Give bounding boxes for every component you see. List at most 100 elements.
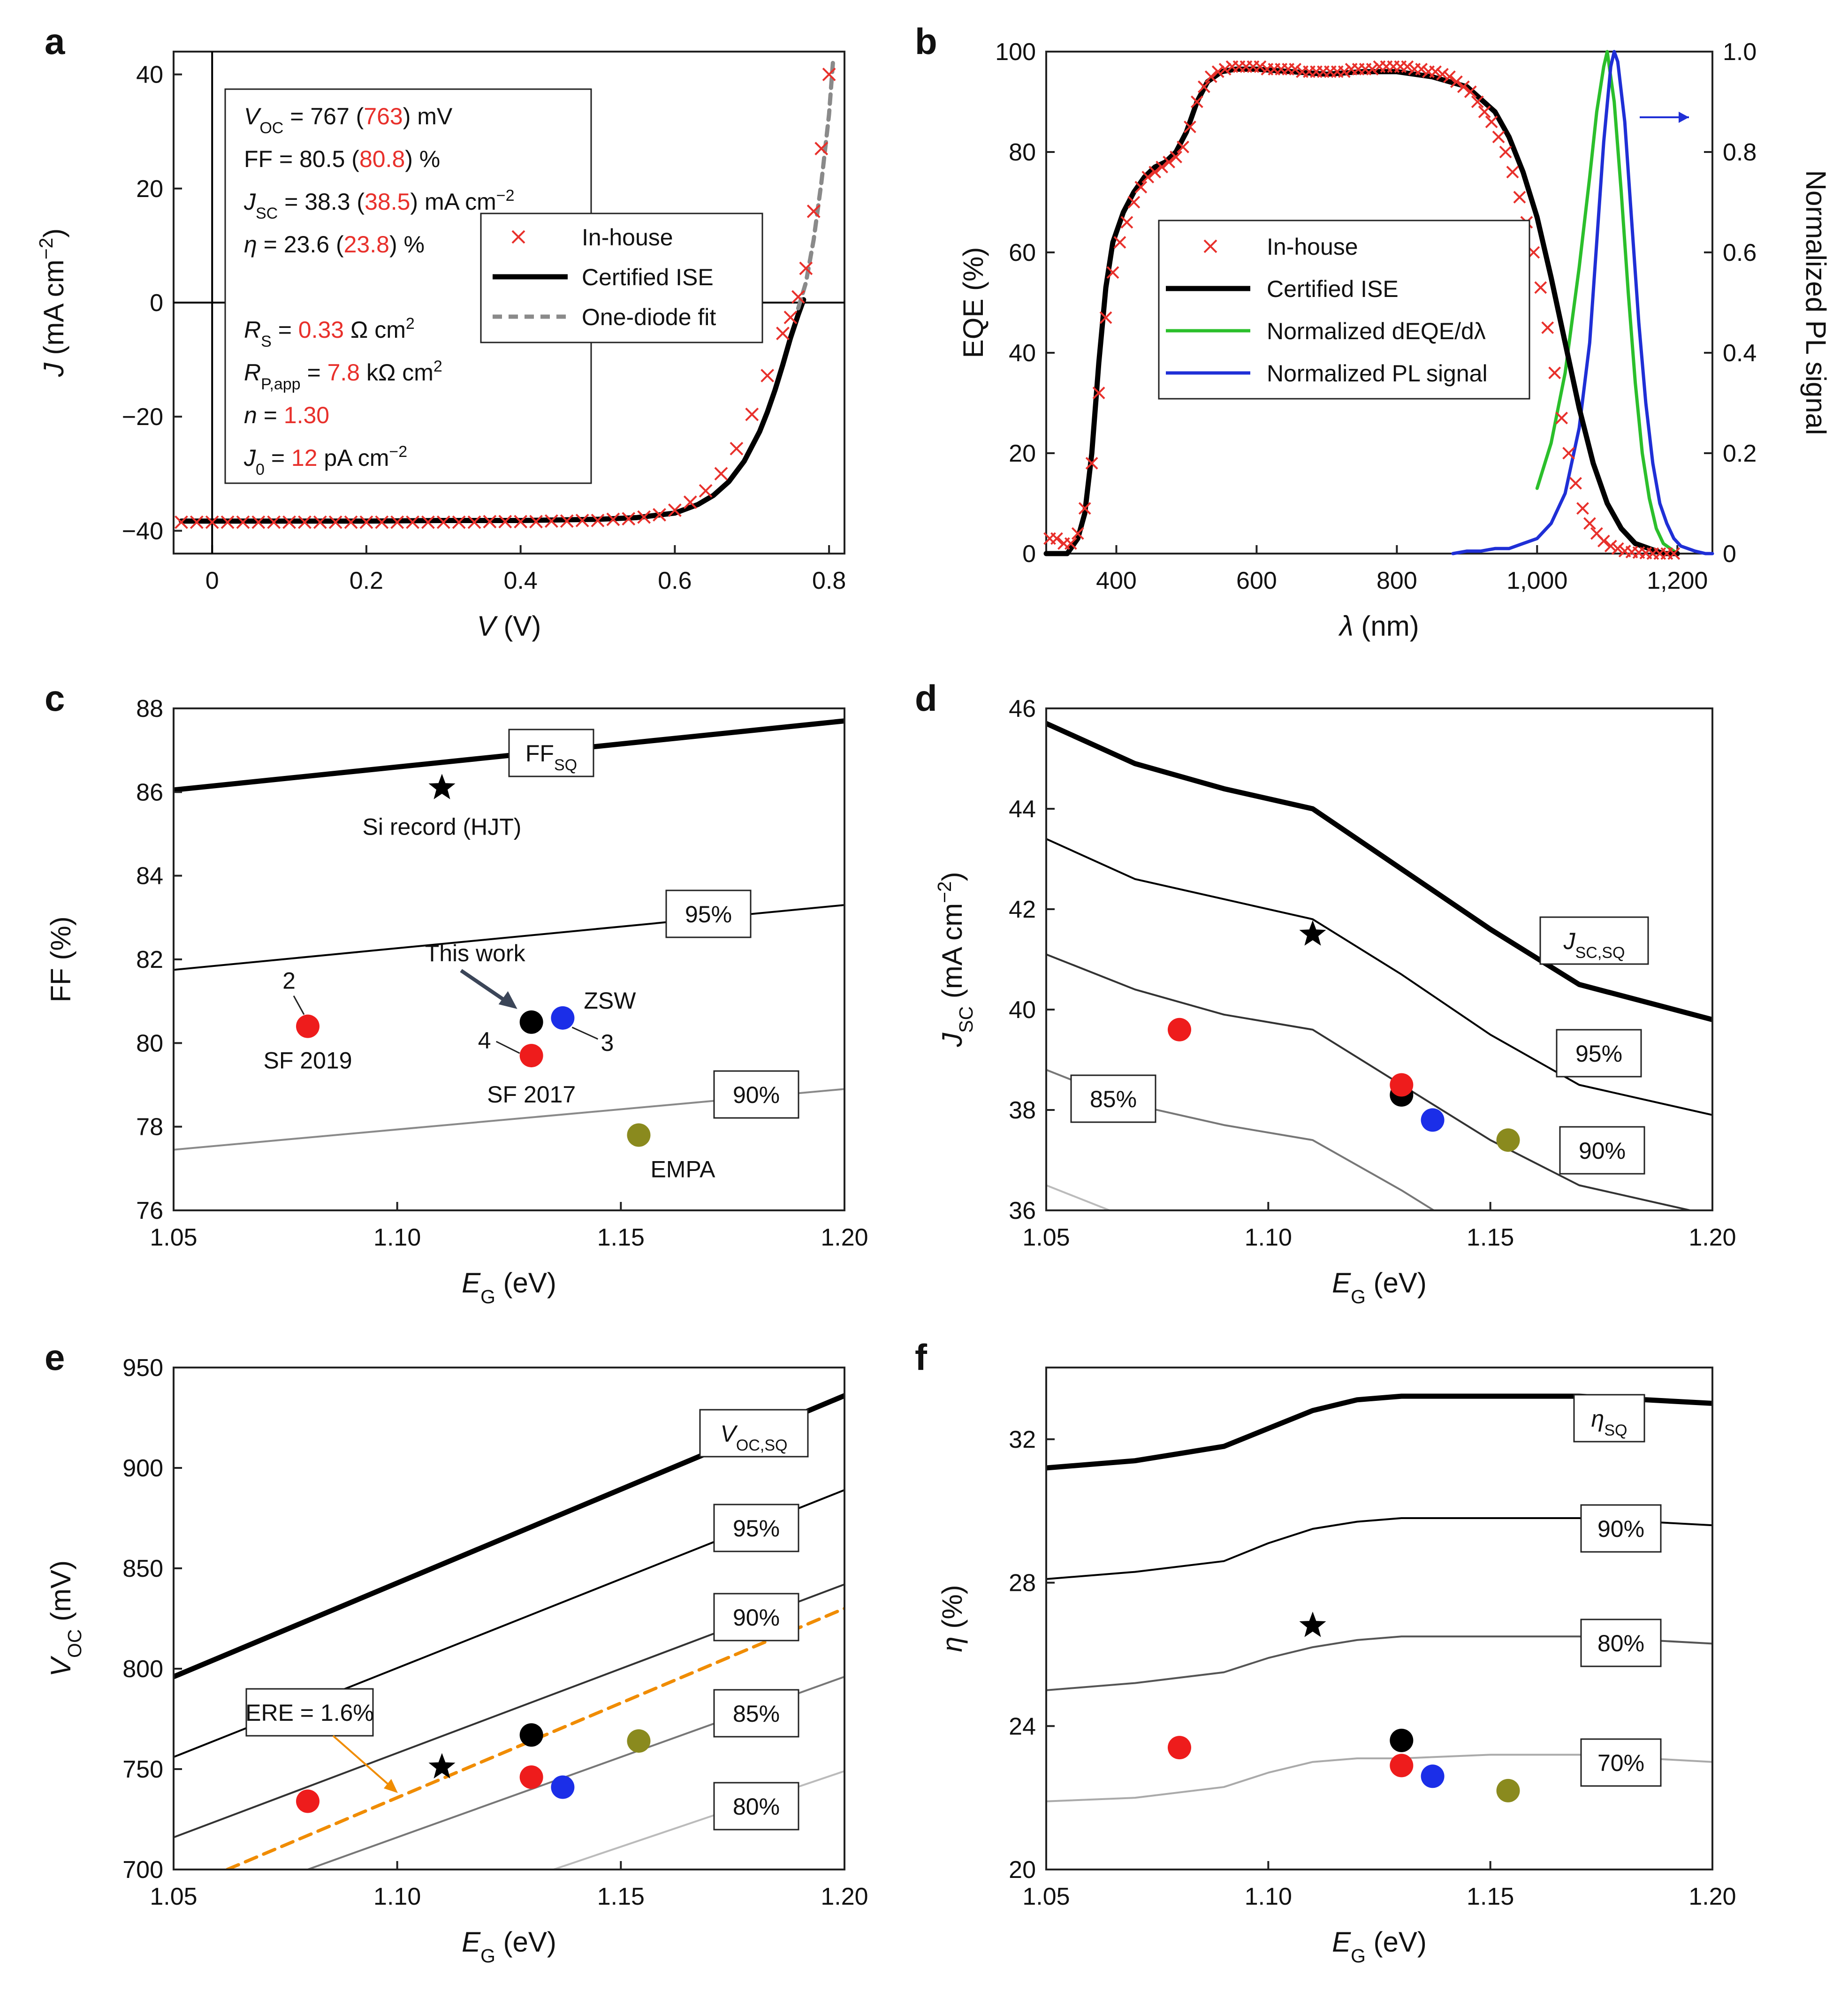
panel-a-ylabel-part: J [38,362,69,377]
panel-a-series-inhouse-mark [791,290,805,304]
panel-e-line-label-part: 85% [733,1701,780,1727]
panel-e-ylabel-part: (mV) [45,1560,76,1629]
panel-a-series-inhouse-mark [783,311,798,325]
panel-a-param-jsc: JSC = 38.3 (38.5) mA cm−2 [243,187,515,222]
panel-a-series-inhouse-mark [328,515,342,529]
panel-e-line-label: 90% [733,1604,780,1631]
panel-e-ere-label-box [245,1688,374,1737]
panel-e-panel-letter: e [45,1337,65,1378]
panel-b-panel-letter: b [915,21,937,62]
panel-d-line-label-part: SC,SQ [1575,944,1625,962]
panel-c-label-empa: EMPA [650,1156,715,1183]
panel-a-param-eta-part: 23.8 [344,231,389,258]
panel-c-line-label-part: FF [525,740,554,767]
panel-b-series-inhouse-mark [1485,115,1498,129]
panel-a-series-inhouse-mark [483,515,497,529]
panel-b-series-inhouse-mark [1092,387,1105,400]
panel-b-xtick-label: 1,200 [1647,567,1708,594]
panel-e-xlabel-part: G [480,1945,495,1967]
panel-e-ytick-label: 800 [122,1656,163,1683]
panel-a-ylabel-part: (mA cm [38,259,69,363]
panel-a-series-inhouse-mark [799,261,813,275]
panel-d-ylabel-part: SC [955,1006,977,1033]
panel-b-xtick-label: 400 [1096,567,1137,594]
panel-e-line-label-part: OC,SQ [736,1436,788,1454]
panel-c-ref-leader [571,1026,599,1040]
panel-a-param-voc-part: ) mV [403,103,453,129]
panel-c-xtick-label: 1.20 [821,1224,868,1251]
panel-c-ref-number: 2 [282,968,296,994]
panel-f-line-label-part: 70% [1597,1750,1644,1776]
panel-e-line-label: 85% [733,1701,780,1727]
panel-b-ylabel-part: EQE (%) [958,247,989,358]
panel-a-param-j0-part: −2 [389,443,407,461]
panel-b-legend-label: In-house [1267,234,1358,260]
panel-b-series-inhouse-mark [1401,60,1414,73]
panel-d-point [1496,1128,1520,1152]
panel-c-xtick-label: 1.15 [597,1224,645,1251]
panel-e-point [627,1729,651,1753]
panel-d-ylabel-part: J [936,1033,968,1048]
panel-c-label-sf2017: SF 2017 [487,1081,576,1108]
panel-a-series-inhouse-mark [714,467,728,481]
panel-e-line-label-box [713,1504,799,1552]
panel-c-xtick-label: 1.10 [373,1224,421,1251]
panel-d-line-label-box [1556,1029,1642,1078]
panel-e-ere-arrowhead [384,1779,398,1793]
panel-f-line-label-part: 80% [1597,1630,1644,1657]
panel-a-series-inhouse-mark [498,515,512,529]
panel-a-series-fit [796,61,835,311]
panel-c-panel-letter: c [45,677,65,719]
panel-a-param-n-part: = [257,402,284,428]
panel-b-frame [1045,51,1713,555]
panel-f-limit-line [1046,1635,1712,1691]
panel-b-series-inhouse-mark [1569,477,1582,490]
panel-a-param-rs-part: 0.33 [298,317,344,343]
panel-d-line-label-box [1559,1126,1645,1175]
panel-b-legend-inhouse-mark [1203,239,1217,253]
panel-f-xtick-label: 1.20 [1688,1883,1736,1910]
panel-a-series-inhouse-mark [637,510,651,524]
panel-e-ytick-label: 950 [122,1354,163,1382]
panel-a-series-inhouse-mark [544,514,558,528]
panel-f-star-si-record [1299,1611,1326,1637]
panel-a-series-inhouse-mark [806,205,821,218]
panel-a-param-voc-part: 763 [364,103,403,129]
panel-a-param-jsc-part: 38.5 [365,189,410,215]
panel-d-line-label-part: J [1563,928,1576,954]
panel-b-legend-label: Certified ISE [1267,276,1399,302]
panel-a-ytick-label: −40 [122,517,163,545]
panel-e-ytick-label: 900 [122,1455,163,1482]
panel-a-series-inhouse-mark [267,515,281,529]
panel-a-xlabel-part: (V) [496,610,541,642]
panel-a-xtick-label: 0.2 [350,567,383,594]
panel-c-line-label: FFSQ [525,740,577,774]
panel-a-series-inhouse-mark [344,515,358,529]
panel-a-param-voc-part: OC [259,119,283,137]
panel-b-ytick-label: 40 [1009,340,1036,367]
panel-f-ylabel-part: η [936,1636,968,1652]
panel-a-series-inhouse-mark [251,515,266,529]
panel-a-series-inhouse-mark [298,515,312,529]
panel-d-ytick-label: 38 [1009,1097,1036,1124]
panel-b-series-inhouse-mark [1555,411,1568,425]
panel-f-ytick-label: 20 [1009,1856,1036,1884]
panel-a-param-rs-part: S [261,333,272,350]
panel-d-line-label: JSC,SQ [1563,928,1625,962]
panel-b-series-inhouse-mark [1050,532,1063,545]
panel-a-param-ff-part: ) % [405,146,440,172]
panel-b-series-inhouse-mark [1170,151,1182,164]
panel-d-line-label-part: 85% [1090,1086,1137,1112]
panel-d-ylabel-part: (mA cm [936,903,968,1006]
panel-c-point [519,1044,543,1068]
panel-f-line-label-part: 90% [1597,1516,1644,1542]
panel-c-point [627,1123,651,1147]
panel-b-series-inhouse-mark [1204,70,1217,83]
panel-a-series-inhouse-mark [313,515,327,529]
panel-e-line-label-part: 80% [733,1793,780,1820]
panel-e-xlabel-part: E [462,1926,481,1958]
panel-b-series-inhouse-mark [1534,281,1547,294]
panel-d-line-label-box [1070,1074,1156,1123]
panel-c-ref-number: 3 [601,1030,614,1056]
